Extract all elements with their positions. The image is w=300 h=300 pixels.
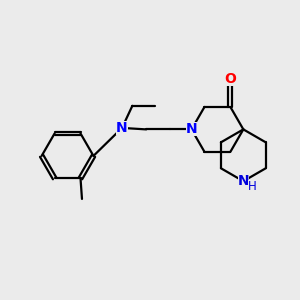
Text: O: O	[224, 72, 236, 86]
Text: N: N	[238, 174, 249, 188]
Text: H: H	[248, 180, 256, 193]
Text: N: N	[116, 121, 128, 135]
Text: N: N	[186, 122, 197, 136]
